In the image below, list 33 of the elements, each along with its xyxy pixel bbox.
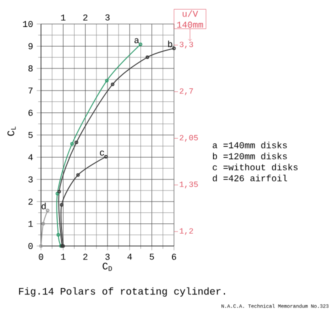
x-axis-title: C$_{D}$ [102, 262, 112, 271]
x-tick-label: 3 [105, 254, 110, 260]
x2-tick-label: 3 [105, 14, 110, 20]
series-label: a [134, 38, 140, 44]
text: b =120mm disks [212, 152, 287, 160]
y-tick-label: 4 [28, 154, 33, 160]
y-tick-label: 7 [28, 88, 33, 94]
x2-tick-label: 2 [83, 14, 88, 20]
x-tick-label: 4 [127, 254, 132, 260]
x2-tick-label: 1 [61, 14, 66, 20]
series-label: b [168, 40, 172, 48]
x-tick-label: 2 [83, 254, 88, 260]
y-tick-label: 6 [28, 110, 33, 116]
y-tick-label: 8 [28, 65, 33, 72]
y-axis-title: C$_{L}$ [7, 126, 16, 136]
y-tick-label: 2 [28, 198, 33, 205]
text: d =426 airfoil [212, 174, 288, 182]
text: Fig.14 Polars of rotating cylinder. [19, 287, 225, 297]
text: c =without disks [212, 164, 298, 170]
y-tick-label: 1 [28, 220, 33, 227]
y-tick-label: 5 [28, 132, 33, 138]
text: a =140mm disks [212, 142, 287, 148]
series-label: c [100, 150, 104, 156]
text: u/V 140mm [177, 10, 203, 28]
series-label: d [42, 202, 46, 210]
x-tick-label: 5 [150, 254, 154, 260]
x-tick-label: 6 [172, 254, 176, 260]
x-tick-label: 0 [38, 254, 44, 260]
y-tick-label: 0 [28, 242, 33, 250]
y-tick-label: 10 [23, 20, 33, 28]
y-tick-label: 9 [28, 43, 33, 50]
y-tick-label: 3 [28, 176, 33, 182]
x-tick-label: 1 [61, 254, 66, 260]
